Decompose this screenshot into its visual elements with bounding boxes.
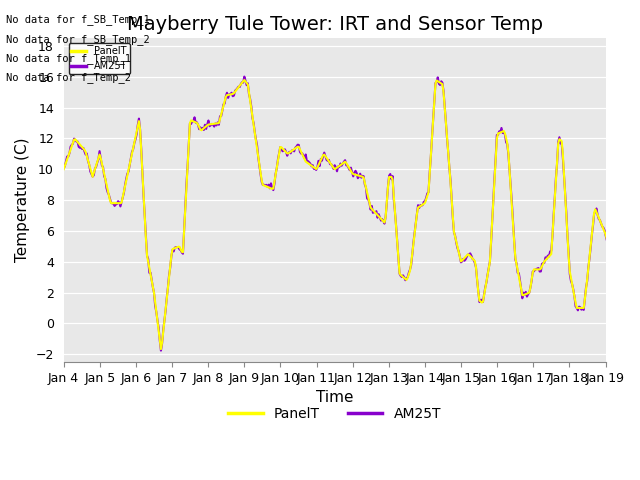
- X-axis label: Time: Time: [316, 390, 353, 405]
- PanelT: [536, 266, 543, 272]
- Line: AM25T: AM25T: [63, 77, 640, 350]
- Text: No data for f_Temp_2: No data for f_Temp_2: [6, 72, 131, 83]
- Text: No data for f_SB_Temp_2: No data for f_SB_Temp_2: [6, 34, 150, 45]
- PanelT: [375, 214, 383, 219]
- AM25T: [157, 348, 164, 353]
- AM25T: [340, 159, 348, 165]
- PanelT: [340, 160, 348, 166]
- AM25T: [60, 166, 67, 171]
- AM25T: [626, 195, 634, 201]
- AM25T: [638, 234, 640, 240]
- Line: PanelT: PanelT: [63, 80, 640, 349]
- AM25T: [375, 211, 383, 217]
- PanelT: [406, 268, 414, 274]
- PanelT: [241, 77, 248, 83]
- PanelT: [157, 346, 164, 352]
- AM25T: [241, 74, 248, 80]
- Text: No data for f_SB_Temp_1: No data for f_SB_Temp_1: [6, 14, 150, 25]
- AM25T: [406, 267, 414, 273]
- Y-axis label: Temperature (C): Temperature (C): [15, 138, 30, 263]
- Legend: PanelT, AM25T: PanelT, AM25T: [223, 401, 447, 426]
- Text: No data for f_Temp_1: No data for f_Temp_1: [6, 53, 131, 64]
- PanelT: [60, 167, 67, 172]
- Title: Mayberry Tule Tower: IRT and Sensor Temp: Mayberry Tule Tower: IRT and Sensor Temp: [127, 15, 543, 34]
- PanelT: [626, 197, 634, 203]
- AM25T: [536, 269, 543, 275]
- AM25T: [337, 161, 344, 167]
- PanelT: [337, 162, 344, 168]
- PanelT: [638, 231, 640, 237]
